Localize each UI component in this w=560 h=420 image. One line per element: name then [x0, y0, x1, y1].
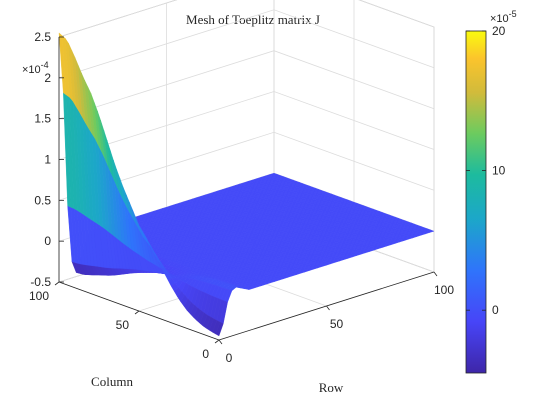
column-tick-label: 50: [116, 318, 130, 332]
row-tick-mark: [218, 339, 223, 345]
row-tick-label: 50: [330, 317, 344, 331]
colorbar: 0 10 20 ×10-5: [465, 9, 517, 374]
x-axis-ticks: 0 50 100: [218, 271, 454, 365]
z-tick-label: -0.5: [30, 275, 51, 289]
z-gridline: [58, 0, 435, 38]
z-tick-label: 2.5: [34, 30, 51, 44]
row-tick-mark: [433, 271, 438, 277]
colorbar-tick-label: 10: [492, 164, 506, 178]
colorbar-tick-label: 20: [492, 24, 506, 38]
colorbar-tick-label: 0: [492, 303, 499, 317]
axes-box: -0.5 0 0.5 1 1.5 2 2.5 0 50 100 0 50 100: [29, 0, 454, 365]
z-tick-label: 2: [44, 71, 51, 85]
colorbar-ticks: 0 10 20: [466, 24, 506, 317]
column-tick-mark: [214, 339, 220, 344]
row-tick-label: 0: [226, 351, 233, 365]
column-tick-mark: [54, 281, 60, 286]
surface-patch: [215, 321, 224, 337]
column-tick-label: 0: [202, 347, 209, 361]
z-tick-label: 0.5: [34, 193, 51, 207]
surface-mesh: [58, 32, 435, 337]
y-axis-ticks: 0 50 100: [29, 281, 220, 361]
z-tick-label: 1: [44, 153, 51, 167]
x-axis-label: Row: [319, 380, 344, 395]
y-axis-label: Column: [91, 374, 133, 389]
colorbar-gradient: [465, 30, 487, 374]
z-axis-ticks: -0.5 0 0.5 1 1.5 2 2.5: [30, 30, 64, 289]
row-tick-label: 100: [434, 283, 454, 297]
z-tick-label: 1.5: [34, 112, 51, 126]
z-tick-label: 0: [44, 234, 51, 248]
z-gridline: [58, 50, 435, 120]
colorbar-exponent-label: ×10-5: [490, 9, 517, 25]
column-tick-mark: [134, 310, 140, 315]
z-gridline: [58, 91, 435, 160]
chart-title: Mesh of Toeplitz matrix J: [186, 12, 320, 27]
z-exponent-label: ×10-4: [22, 60, 49, 76]
column-tick-label: 100: [29, 289, 49, 303]
row-tick-mark: [326, 305, 330, 311]
